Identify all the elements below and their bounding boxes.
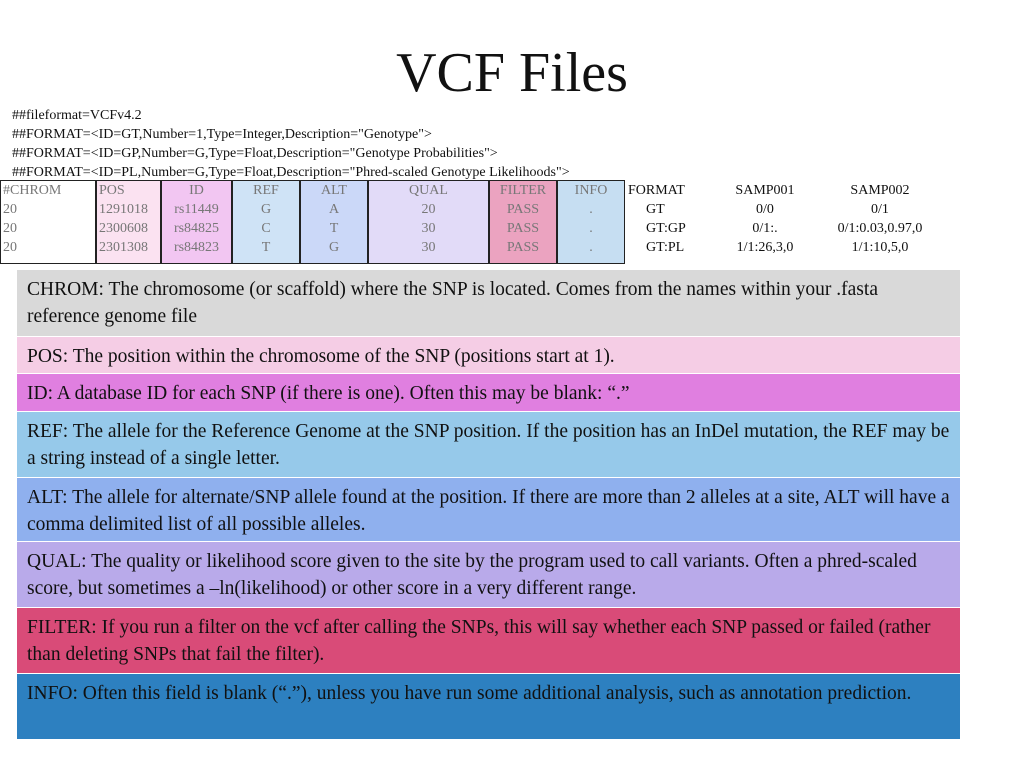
table-cell: 20: [3, 240, 17, 255]
description-box: FILTER: If you run a filter on the vcf a…: [17, 607, 960, 673]
column-header: SAMP001: [735, 183, 795, 198]
description-box: REF: The allele for the Reference Genome…: [17, 411, 960, 477]
column-header: REF: [253, 183, 279, 198]
table-cell: 0/1:.: [752, 221, 778, 236]
column-header: ID: [189, 183, 204, 198]
column-header: ALT: [321, 183, 347, 198]
description-box: ID: A database ID for each SNP (if there…: [17, 373, 960, 411]
header-line: ##FORMAT=<ID=GP,Number=G,Type=Float,Desc…: [12, 146, 498, 161]
table-column: [96, 180, 161, 264]
table-cell: G: [328, 240, 340, 255]
table-cell: 30: [421, 240, 436, 255]
table-cell: 0/0: [756, 202, 774, 217]
table-column: [489, 180, 557, 264]
column-header: FILTER: [499, 183, 547, 198]
column-header: #CHROM: [3, 183, 62, 198]
table-cell: 2301308: [99, 240, 148, 255]
table-cell: GT:GP: [646, 221, 686, 236]
table-cell: 30: [421, 221, 436, 236]
table-cell: 0/1:0.03,0.97,0: [837, 221, 923, 236]
table-cell: rs84825: [173, 221, 220, 236]
column-header: INFO: [574, 183, 608, 198]
table-cell: GT: [646, 202, 665, 217]
table-column: [300, 180, 368, 264]
table-cell: rs11449: [174, 202, 219, 217]
table-cell: T: [261, 240, 271, 255]
description-box: CHROM: The chromosome (or scaffold) wher…: [17, 270, 960, 336]
table-cell: 20: [3, 221, 17, 236]
header-line: ##FORMAT=<ID=PL,Number=G,Type=Float,Desc…: [12, 165, 570, 180]
description-box: INFO: Often this field is blank (“.”), u…: [17, 673, 960, 739]
table-column: [0, 180, 96, 264]
table-cell: 20: [3, 202, 17, 217]
table-cell: C: [261, 221, 271, 236]
table-cell: .: [589, 202, 593, 217]
table-cell: rs84823: [173, 240, 220, 255]
description-box: ALT: The allele for alternate/SNP allele…: [17, 477, 960, 541]
column-header: SAMP002: [850, 183, 910, 198]
title: VCF Files: [396, 42, 628, 104]
table-cell: 0/1: [871, 202, 889, 217]
table-cell: T: [329, 221, 339, 236]
table-cell: PASS: [506, 240, 540, 255]
table-column: [557, 180, 625, 264]
table-column: [232, 180, 300, 264]
table-cell: GT:PL: [646, 240, 685, 255]
column-header: QUAL: [409, 183, 448, 198]
table-cell: 1291018: [99, 202, 148, 217]
table-cell: .: [589, 221, 593, 236]
table-cell: G: [260, 202, 272, 217]
table-column: [161, 180, 232, 264]
table-cell: 1/1:26,3,0: [736, 240, 794, 255]
header-line: ##FORMAT=<ID=GT,Number=1,Type=Integer,De…: [12, 127, 432, 142]
column-header: POS: [99, 183, 125, 198]
table-cell: PASS: [506, 221, 540, 236]
description-box: QUAL: The quality or likelihood score gi…: [17, 541, 960, 607]
description-box: POS: The position within the chromosome …: [17, 336, 960, 373]
table-cell: A: [328, 202, 340, 217]
table-cell: .: [589, 240, 593, 255]
table-cell: 20: [421, 202, 436, 217]
table-cell: PASS: [506, 202, 540, 217]
table-cell: 1/1:10,5,0: [851, 240, 909, 255]
header-line: ##fileformat=VCFv4.2: [12, 108, 142, 123]
column-header: FORMAT: [628, 183, 685, 198]
table-cell: 2300608: [99, 221, 148, 236]
table-column: [368, 180, 489, 264]
